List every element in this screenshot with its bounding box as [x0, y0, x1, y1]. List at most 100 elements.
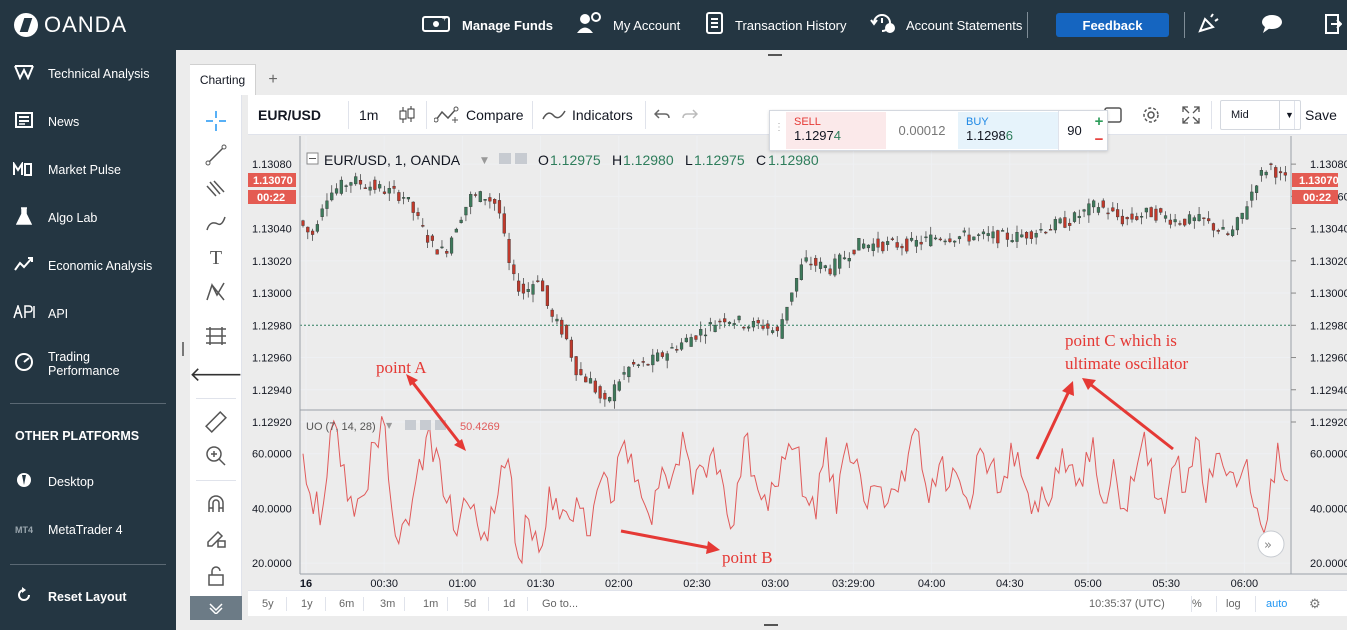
- range-button-1m[interactable]: 1m: [423, 598, 439, 610]
- sidebar-resize-handle[interactable]: [182, 342, 184, 356]
- units-input[interactable]: 90: [1058, 111, 1090, 150]
- lock-drawings-pencil-icon[interactable]: [190, 523, 242, 553]
- sidebar-item-technical-analysis[interactable]: Technical Analysis: [0, 64, 176, 84]
- candle: [1048, 229, 1053, 231]
- compare-button[interactable]: Compare: [434, 95, 524, 135]
- candle: [526, 289, 530, 292]
- transaction-history-link[interactable]: Transaction History: [705, 0, 847, 50]
- manage-funds-link[interactable]: + Manage Funds: [422, 0, 553, 50]
- text-tool-icon[interactable]: T: [209, 246, 223, 269]
- chart-settings-gear-icon[interactable]: ⚙: [1309, 596, 1321, 611]
- candle-type-button[interactable]: [398, 95, 416, 135]
- unlock-icon[interactable]: [190, 561, 242, 591]
- range-button-3m[interactable]: 3m: [380, 598, 396, 610]
- oanda-logo[interactable]: OANDA: [14, 12, 127, 38]
- candle: [794, 278, 799, 292]
- pattern-icon[interactable]: [190, 277, 242, 307]
- settings-icon[interactable]: [515, 153, 527, 164]
- range-button-6m[interactable]: 6m: [339, 598, 355, 610]
- log-scale-toggle[interactable]: log: [1226, 598, 1241, 610]
- expand-icon[interactable]: [1182, 95, 1200, 135]
- interval-button[interactable]: 1m: [359, 107, 379, 123]
- announcement-icon[interactable]: [1197, 13, 1219, 40]
- visibility-icon[interactable]: [499, 153, 511, 164]
- sidebar-item-economic-analysis[interactable]: Economic Analysis: [0, 256, 176, 276]
- buy-label: BUY: [966, 116, 989, 128]
- account-statements-link[interactable]: Account Statements: [870, 0, 1022, 50]
- price-chart[interactable]: 1.130801.130801.130601.130601.130401.130…: [248, 136, 1347, 596]
- sidebar-item-algo-lab[interactable]: Algo Lab: [0, 207, 176, 228]
- sidebar-item-market-pulse[interactable]: Market Pulse: [0, 160, 176, 180]
- candle: [593, 380, 597, 393]
- magnet-icon[interactable]: [190, 489, 242, 519]
- candle: [1096, 207, 1101, 213]
- range-button-1d[interactable]: 1d: [503, 598, 516, 610]
- candle: [723, 318, 727, 323]
- prediction-tool-icon[interactable]: [190, 321, 242, 351]
- settings-gear-icon[interactable]: [1141, 95, 1161, 135]
- feedback-button[interactable]: Feedback: [1056, 13, 1169, 37]
- utc-clock[interactable]: 10:35:37 (UTC): [1089, 598, 1165, 610]
- candle: [938, 238, 942, 241]
- ruler-icon[interactable]: [190, 407, 242, 437]
- panel-resize-handle[interactable]: [764, 624, 778, 626]
- collapse-toolbar-button[interactable]: [190, 596, 242, 620]
- tab-charting[interactable]: Charting: [190, 64, 256, 95]
- sidebar-item-api[interactable]: API: [0, 303, 176, 324]
- symbol-search-button[interactable]: EUR/USD: [258, 107, 322, 123]
- range-button-1y[interactable]: 1y: [301, 598, 313, 610]
- decrease-units-button[interactable]: −: [1094, 131, 1104, 148]
- range-button-5d[interactable]: 5d: [464, 598, 477, 610]
- chevron-down-icon[interactable]: ▼: [481, 156, 488, 166]
- percent-scale-toggle[interactable]: %: [1192, 598, 1202, 610]
- candle: [876, 238, 880, 248]
- indicators-button[interactable]: Indicators: [542, 95, 633, 135]
- time-tick-label: 04:00: [918, 578, 946, 590]
- my-account-link[interactable]: My Account: [577, 0, 680, 50]
- annotation-point-c-label: ultimate oscillator: [1065, 354, 1189, 373]
- chevron-down-icon[interactable]: ▼: [386, 421, 393, 430]
- sidebar-item-desktop[interactable]: Desktop: [0, 472, 176, 492]
- save-button[interactable]: Save: [1305, 107, 1337, 123]
- candle: [382, 191, 387, 194]
- trend-line-icon[interactable]: [190, 140, 242, 170]
- candle: [416, 212, 420, 216]
- sidebar-item-news[interactable]: News: [0, 112, 176, 132]
- settings-icon[interactable]: [420, 420, 431, 430]
- auto-scale-toggle[interactable]: auto: [1266, 598, 1288, 610]
- sidebar-item-metatrader[interactable]: MT4 MetaTrader 4: [0, 520, 176, 540]
- increase-units-button[interactable]: +: [1094, 113, 1104, 130]
- reset-layout-button[interactable]: Reset Layout: [0, 587, 176, 607]
- zoom-in-icon[interactable]: [190, 441, 242, 471]
- visibility-icon[interactable]: [405, 420, 416, 430]
- undo-icon[interactable]: [654, 95, 670, 135]
- panel-resize-handle[interactable]: [768, 54, 782, 56]
- add-tab-button[interactable]: +: [268, 70, 278, 88]
- legend-title[interactable]: EUR/USD, 1, OANDA: [324, 152, 461, 168]
- oscillator-legend-title[interactable]: UO (7, 14, 28): [306, 421, 376, 433]
- chat-icon[interactable]: [1260, 13, 1284, 40]
- price-type-select[interactable]: Mid ▼: [1220, 100, 1301, 130]
- range-button-5y[interactable]: 5y: [262, 598, 274, 610]
- sell-button[interactable]: SELL 1.12974: [786, 112, 886, 149]
- drag-handle-icon[interactable]: ⋮⋮: [774, 122, 794, 133]
- candle: [574, 356, 578, 376]
- logout-icon[interactable]: [1324, 13, 1343, 40]
- sidebar-divider: [10, 564, 166, 565]
- trade-ticket: ⋮⋮ SELL 1.12974 0.00012 BUY 1.12986 90 +…: [769, 110, 1108, 151]
- fib-tool-icon[interactable]: [190, 175, 242, 205]
- price-tick-label-left: 1.12920: [252, 417, 292, 429]
- sidebar-item-label: News: [48, 115, 80, 129]
- crosshair-icon[interactable]: [190, 106, 242, 136]
- candle: [967, 234, 971, 242]
- goto-date-button[interactable]: Go to...: [542, 598, 579, 610]
- scroll-to-realtime-button[interactable]: [1257, 530, 1285, 558]
- sidebar-item-label: Desktop: [48, 475, 94, 489]
- redo-icon[interactable]: [682, 95, 698, 135]
- sidebar-item-trading-performance[interactable]: Trading Performance: [0, 350, 176, 378]
- buy-button[interactable]: BUY 1.12986: [958, 112, 1058, 149]
- remove-icon[interactable]: [435, 420, 446, 430]
- brush-icon[interactable]: [190, 209, 242, 239]
- back-arrow-icon[interactable]: 🡐: [189, 363, 243, 386]
- compare-icon: [434, 106, 459, 123]
